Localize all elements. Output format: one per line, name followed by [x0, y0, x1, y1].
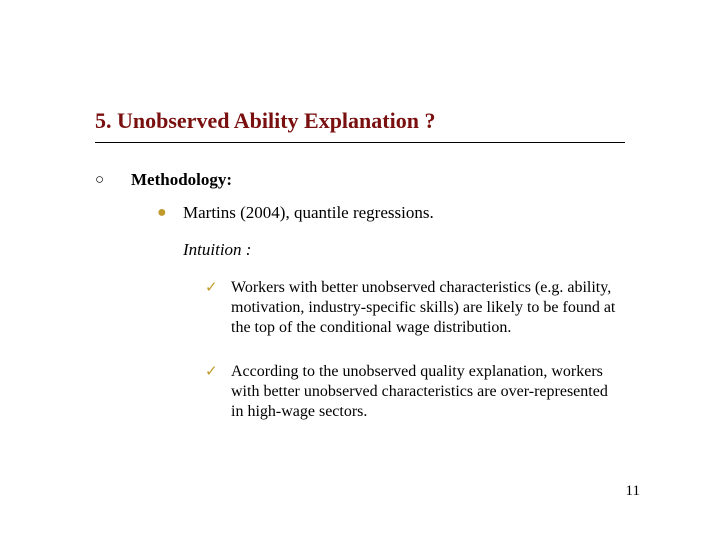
- slide: 5. Unobserved Ability Explanation ? ○ Me…: [0, 0, 720, 540]
- bullet-level3: ✓ Workers with better unobserved charact…: [205, 278, 621, 338]
- page-number: 11: [626, 483, 640, 500]
- bullet-level2: ● Martins (2004), quantile regressions.: [157, 203, 434, 223]
- bullet-level1: ○ Methodology:: [95, 170, 232, 190]
- slide-title: 5. Unobserved Ability Explanation ?: [95, 108, 435, 134]
- circle-bullet-icon: ○: [95, 170, 131, 190]
- level2-text: Martins (2004), quantile regressions.: [183, 203, 434, 223]
- level3-text: According to the unobserved quality expl…: [231, 362, 621, 422]
- level1-text: Methodology:: [131, 170, 232, 190]
- title-underline: [95, 142, 625, 143]
- check-bullet-icon: ✓: [205, 362, 231, 382]
- dot-bullet-icon: ●: [157, 203, 183, 223]
- level3-text: Workers with better unobserved character…: [231, 278, 621, 338]
- intuition-label: Intuition :: [183, 240, 251, 260]
- bullet-level3: ✓ According to the unobserved quality ex…: [205, 362, 621, 422]
- check-bullet-icon: ✓: [205, 278, 231, 298]
